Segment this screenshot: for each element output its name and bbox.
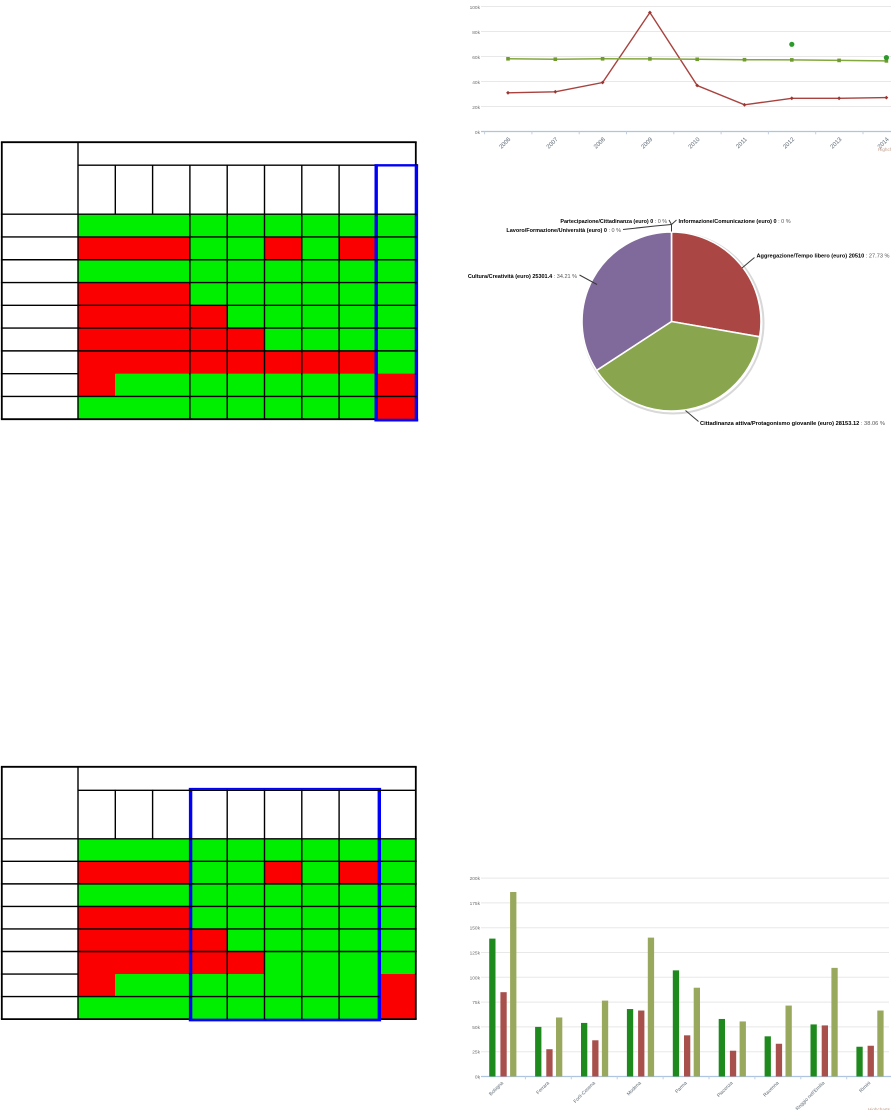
svg-text:2007: 2007	[546, 136, 560, 150]
svg-text:Aggregazione/Tempo libero (eur: Aggregazione/Tempo libero (euro) 20510 :…	[757, 254, 890, 260]
svg-text:100k: 100k	[470, 5, 481, 11]
svg-text:2006: 2006	[499, 136, 513, 150]
svg-text:0k: 0k	[475, 1075, 481, 1081]
svg-text:Modena: Modena	[626, 1080, 643, 1097]
svg-text:100k: 100k	[470, 975, 481, 981]
svg-text:80k: 80k	[472, 30, 480, 36]
svg-text:Cultura/Creatività (euro) 2530: Cultura/Creatività (euro) 25301.4 : 34.2…	[468, 274, 577, 280]
svg-text:Forlì-Cesena: Forlì-Cesena	[573, 1080, 597, 1104]
svg-text:2010: 2010	[688, 136, 702, 150]
svg-text:60k: 60k	[472, 55, 480, 61]
svg-text:50k: 50k	[472, 1025, 480, 1031]
svg-text:Reggio nell'Emilia: Reggio nell'Emilia	[795, 1080, 827, 1110]
svg-text:0k: 0k	[475, 130, 481, 136]
svg-text:Ferrara: Ferrara	[535, 1080, 551, 1096]
svg-text:Parma: Parma	[674, 1080, 689, 1095]
svg-text:Partecipazione/Cittadinanza (e: Partecipazione/Cittadinanza (euro) 0 : 0…	[560, 219, 667, 225]
svg-text:175k: 175k	[470, 901, 481, 907]
svg-text:75k: 75k	[472, 1000, 480, 1006]
svg-text:Piacenza: Piacenza	[716, 1080, 735, 1099]
svg-text:2008: 2008	[593, 136, 607, 150]
svg-text:150k: 150k	[470, 926, 481, 932]
svg-text:2011: 2011	[735, 136, 749, 150]
svg-text:Cittadinanza attiva/Protagonis: Cittadinanza attiva/Protagonismo giovani…	[700, 421, 885, 427]
svg-text:2012: 2012	[782, 136, 796, 150]
svg-text:2009: 2009	[641, 136, 655, 150]
svg-text:Highcharts.com: Highcharts.com	[878, 147, 891, 152]
svg-text:2013: 2013	[830, 136, 844, 150]
svg-text:40k: 40k	[472, 80, 480, 86]
svg-text:Bologna: Bologna	[488, 1080, 505, 1097]
svg-text:Lavoro/Formazione/Università (: Lavoro/Formazione/Università (euro) 0 : …	[506, 228, 621, 234]
svg-text:125k: 125k	[470, 951, 481, 957]
svg-text:200k: 200k	[470, 876, 481, 882]
svg-text:Highcharts.com: Highcharts.com	[868, 1107, 891, 1110]
svg-text:Rimini: Rimini	[858, 1080, 872, 1094]
svg-text:25k: 25k	[472, 1050, 480, 1056]
svg-text:Ravenna: Ravenna	[762, 1080, 780, 1098]
svg-text:Informazione/Comunicazione (eu: Informazione/Comunicazione (euro) 0 : 0 …	[679, 219, 791, 225]
svg-text:20k: 20k	[472, 105, 480, 111]
